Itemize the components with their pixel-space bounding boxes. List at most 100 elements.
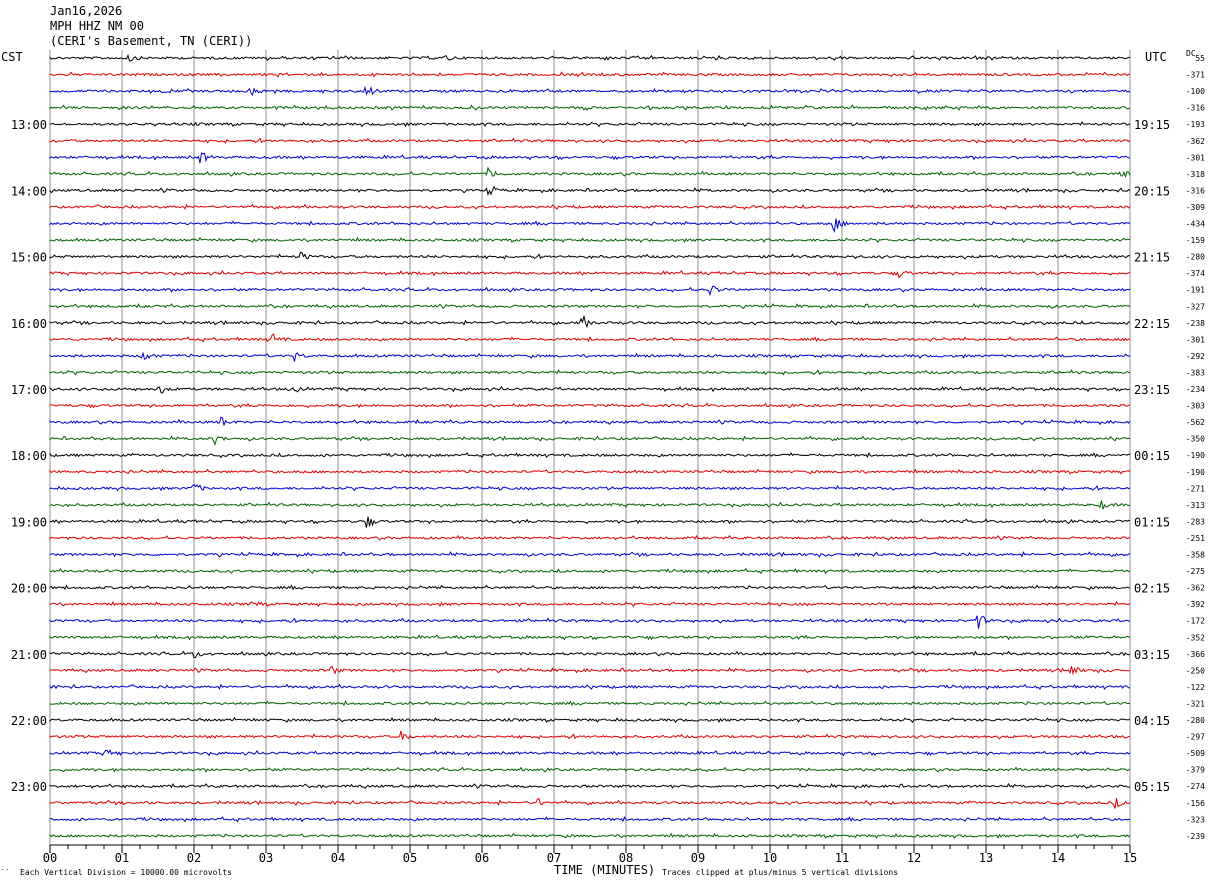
seismic-trace-black xyxy=(49,121,1131,128)
plot-date: Jan16,2026 xyxy=(50,4,123,18)
seismic-trace-black xyxy=(49,53,1131,62)
x-tick-label: 06 xyxy=(475,851,489,865)
dc-offset-header: DC xyxy=(1186,49,1196,58)
dc-offset-label: -190 xyxy=(1186,451,1205,460)
seismic-trace-blue xyxy=(49,816,1131,823)
x-tick-label: 10 xyxy=(763,851,777,865)
dc-offset-label: -301 xyxy=(1186,153,1205,162)
x-tick-label: 00 xyxy=(43,851,57,865)
right-hour-label: 23:15 xyxy=(1134,383,1170,397)
seismic-trace-blue xyxy=(49,152,1131,164)
dc-offset-label: -321 xyxy=(1186,699,1205,708)
dc-offset-label: -191 xyxy=(1186,286,1205,295)
x-tick-label: 15 xyxy=(1123,851,1137,865)
seismic-trace-green xyxy=(49,500,1131,510)
x-tick-label: 08 xyxy=(619,851,633,865)
seismic-trace-blue xyxy=(49,615,1131,629)
seismic-trace-red xyxy=(49,270,1131,279)
seismic-trace-green xyxy=(49,832,1131,839)
dc-offset-label: -313 xyxy=(1186,501,1205,510)
clipping-note: Traces clipped at plus/minus 5 vertical … xyxy=(662,868,899,877)
dc-offset-label: -100 xyxy=(1186,87,1205,96)
dc-offset-label: -122 xyxy=(1186,683,1205,692)
dc-offset-label: -156 xyxy=(1186,799,1205,808)
dc-offset-label: -239 xyxy=(1186,832,1205,841)
seismic-trace-blue xyxy=(49,483,1131,492)
seismic-trace-red xyxy=(49,797,1131,809)
left-hour-label: 19:00 xyxy=(11,515,47,529)
left-hour-label: 17:00 xyxy=(11,383,47,397)
dc-offset-label: -366 xyxy=(1186,650,1205,659)
dc-offset-label: -358 xyxy=(1186,551,1205,560)
dc-offset-label: -309 xyxy=(1186,203,1205,212)
seismic-trace-red xyxy=(49,665,1131,676)
dc-offset-label: -352 xyxy=(1186,633,1205,642)
seismic-trace-red xyxy=(49,402,1131,409)
seismic-trace-green xyxy=(49,634,1131,641)
dc-offset-label: -280 xyxy=(1186,716,1205,725)
seismic-trace-red xyxy=(49,600,1131,608)
dc-offset-label: -275 xyxy=(1186,567,1205,576)
dc-offset-label: -303 xyxy=(1186,402,1205,411)
seismic-trace-black xyxy=(49,650,1131,659)
left-hour-label: 14:00 xyxy=(11,184,47,198)
right-timezone-label: UTC xyxy=(1145,50,1167,64)
right-hour-label: 03:15 xyxy=(1134,648,1170,662)
dc-offset-label: -434 xyxy=(1186,220,1205,229)
dc-offset-label: -172 xyxy=(1186,617,1205,626)
station-location: (CERI's Basement, TN (CERI)) xyxy=(50,34,253,48)
x-tick-label: 12 xyxy=(907,851,921,865)
right-hour-label: 22:15 xyxy=(1134,317,1170,331)
seismic-trace-green xyxy=(49,302,1131,310)
dc-offset-label: -159 xyxy=(1186,236,1205,245)
seismic-trace-green xyxy=(49,700,1131,707)
footer-mark: ′′ xyxy=(0,868,10,877)
seismic-trace-black xyxy=(49,185,1131,196)
seismic-trace-red xyxy=(49,468,1131,475)
seismic-trace-red xyxy=(49,71,1131,78)
dc-offset-label: -190 xyxy=(1186,468,1205,477)
dc-offset-label: -271 xyxy=(1186,484,1205,493)
left-hour-label: 20:00 xyxy=(11,582,47,596)
seismic-trace-black xyxy=(49,251,1131,260)
dc-offset-label: -318 xyxy=(1186,170,1205,179)
left-timezone-label: CST xyxy=(1,50,23,64)
left-hour-label: 15:00 xyxy=(11,251,47,265)
x-tick-label: 09 xyxy=(691,851,705,865)
left-hour-label: 23:00 xyxy=(11,780,47,794)
seismic-trace-blue xyxy=(49,551,1131,558)
left-hour-label: 13:00 xyxy=(11,118,47,132)
dc-offset-label: -327 xyxy=(1186,302,1205,311)
dc-offset-label: -323 xyxy=(1186,815,1205,824)
seismic-trace-blue xyxy=(49,218,1131,233)
dc-offset-label: -283 xyxy=(1186,517,1205,526)
seismic-trace-black xyxy=(49,315,1131,328)
seismic-trace-black xyxy=(49,451,1131,459)
dc-offset-label: -301 xyxy=(1186,335,1205,344)
seismic-trace-green xyxy=(49,435,1131,446)
dc-offset-label: -316 xyxy=(1186,186,1205,195)
dc-offset-label: -316 xyxy=(1186,104,1205,113)
dc-offset-label: -234 xyxy=(1186,385,1205,394)
seismic-trace-black xyxy=(49,782,1130,790)
seismic-trace-green xyxy=(49,236,1131,244)
x-tick-label: 01 xyxy=(115,851,129,865)
right-hour-label: 19:15 xyxy=(1134,118,1170,132)
right-hour-label: 00:15 xyxy=(1134,449,1170,463)
seismic-trace-red xyxy=(49,137,1131,144)
dc-offset-label: -274 xyxy=(1186,782,1205,791)
seismic-trace-red xyxy=(49,203,1131,211)
seismic-trace-black xyxy=(49,716,1131,724)
x-tick-label: 07 xyxy=(547,851,561,865)
dc-offset-label: -379 xyxy=(1186,766,1205,775)
dc-offset-label: -251 xyxy=(1186,534,1205,543)
seismic-trace-green xyxy=(49,567,1131,575)
seismic-trace-blue xyxy=(49,285,1131,297)
dc-offset-label: -292 xyxy=(1186,352,1205,361)
x-tick-label: 13 xyxy=(979,851,993,865)
seismic-trace-green xyxy=(49,166,1131,179)
right-hour-label: 02:15 xyxy=(1134,582,1170,596)
seismic-trace-blue xyxy=(49,85,1131,97)
right-hour-label: 21:15 xyxy=(1134,251,1170,265)
